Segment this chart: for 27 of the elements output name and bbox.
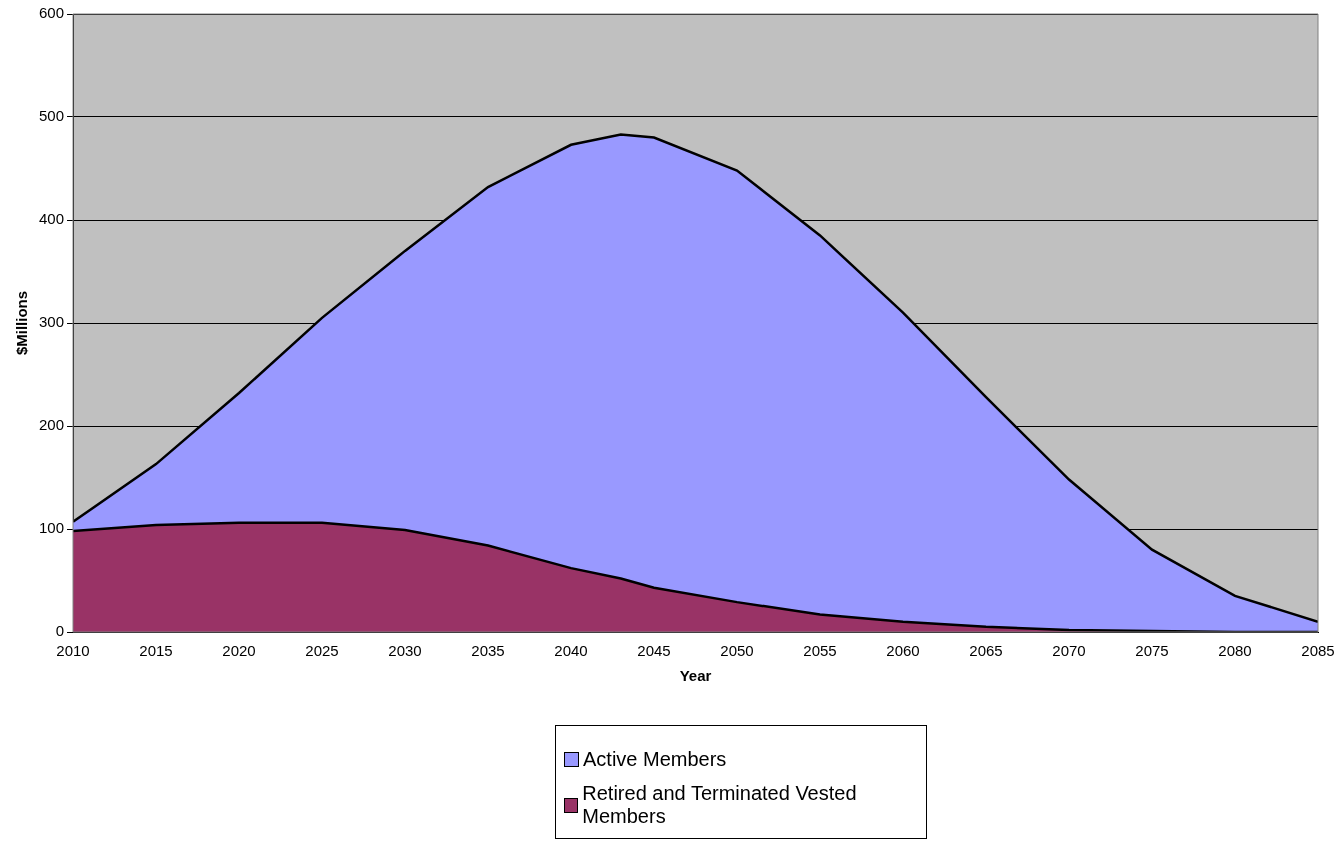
x-tick-label: 2025	[305, 642, 339, 660]
x-tick-label: 2020	[222, 642, 256, 660]
y-axis-title: $Millions	[13, 290, 31, 356]
x-tick-label: 2065	[969, 642, 1003, 660]
x-tick-label: 2040	[554, 642, 588, 660]
y-tick-label: 400	[39, 210, 65, 228]
legend-label: Active Members	[583, 747, 727, 771]
x-tick-label: 2085	[1301, 642, 1335, 660]
y-tick-label: 500	[39, 107, 65, 125]
x-tick-label: 2015	[139, 642, 173, 660]
x-tick-label: 2035	[471, 642, 505, 660]
x-tick-label: 2045	[637, 642, 671, 660]
legend-label: Retired and Terminated Vested Members	[582, 782, 858, 828]
y-tick-label: 600	[39, 4, 65, 22]
y-tick-label: 0	[55, 622, 65, 640]
x-axis-title: Year	[679, 667, 712, 685]
x-tick-label: 2055	[803, 642, 837, 660]
x-tick-label: 2050	[720, 642, 754, 660]
x-tick-label: 2070	[1052, 642, 1086, 660]
x-tick-label: 2080	[1218, 642, 1252, 660]
x-tick-label: 2075	[1135, 642, 1169, 660]
x-tick-label: 2010	[56, 642, 90, 660]
x-tick-label: 2030	[388, 642, 422, 660]
y-tick-label: 100	[39, 519, 65, 537]
x-tick-label: 2060	[886, 642, 920, 660]
y-tick-label: 300	[39, 313, 65, 331]
y-tick-label: 200	[39, 416, 65, 434]
